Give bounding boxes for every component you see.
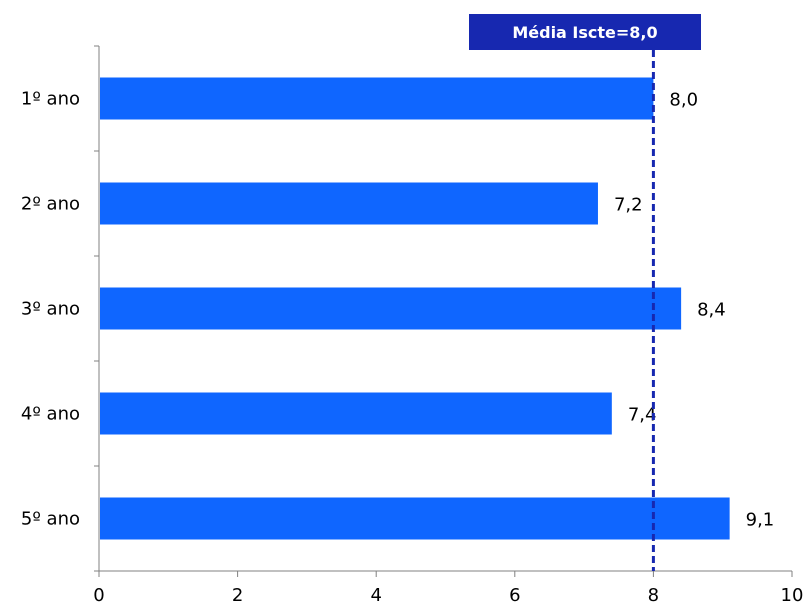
value-label-2: 7,2 bbox=[614, 195, 643, 216]
bar-4 bbox=[100, 392, 612, 435]
x-tick-label-3: 6 bbox=[509, 585, 520, 606]
category-label-4: 4º ano bbox=[21, 404, 80, 425]
x-tick-label-0: 0 bbox=[93, 585, 104, 606]
category-label-2: 2º ano bbox=[21, 194, 80, 215]
value-label-3: 8,4 bbox=[697, 300, 726, 321]
labels-layer: 1º ano 8,0 2º ano 7,2 3º ano 8,4 4º ano 7,4 5º a… bbox=[21, 89, 804, 607]
category-label-1: 1º ano bbox=[21, 89, 80, 110]
value-label-5: 9,1 bbox=[746, 510, 775, 531]
value-label-4: 7,4 bbox=[628, 405, 657, 426]
bar-5 bbox=[100, 497, 730, 540]
reference-line-label: Média Iscte=8,0 bbox=[469, 14, 701, 50]
x-tick-label-4: 8 bbox=[648, 585, 659, 606]
x-tick-label-5: 10 bbox=[781, 585, 804, 606]
value-label-1: 8,0 bbox=[669, 90, 698, 111]
category-label-5: 5º ano bbox=[21, 509, 80, 530]
x-tick-label-2: 4 bbox=[370, 585, 381, 606]
bar-3 bbox=[100, 287, 682, 330]
x-tick-label-1: 2 bbox=[232, 585, 243, 606]
bar-2 bbox=[100, 182, 598, 225]
bar-1 bbox=[100, 77, 654, 120]
axes-layer bbox=[94, 45, 793, 577]
bars-layer bbox=[100, 77, 730, 540]
category-label-3: 3º ano bbox=[21, 299, 80, 320]
